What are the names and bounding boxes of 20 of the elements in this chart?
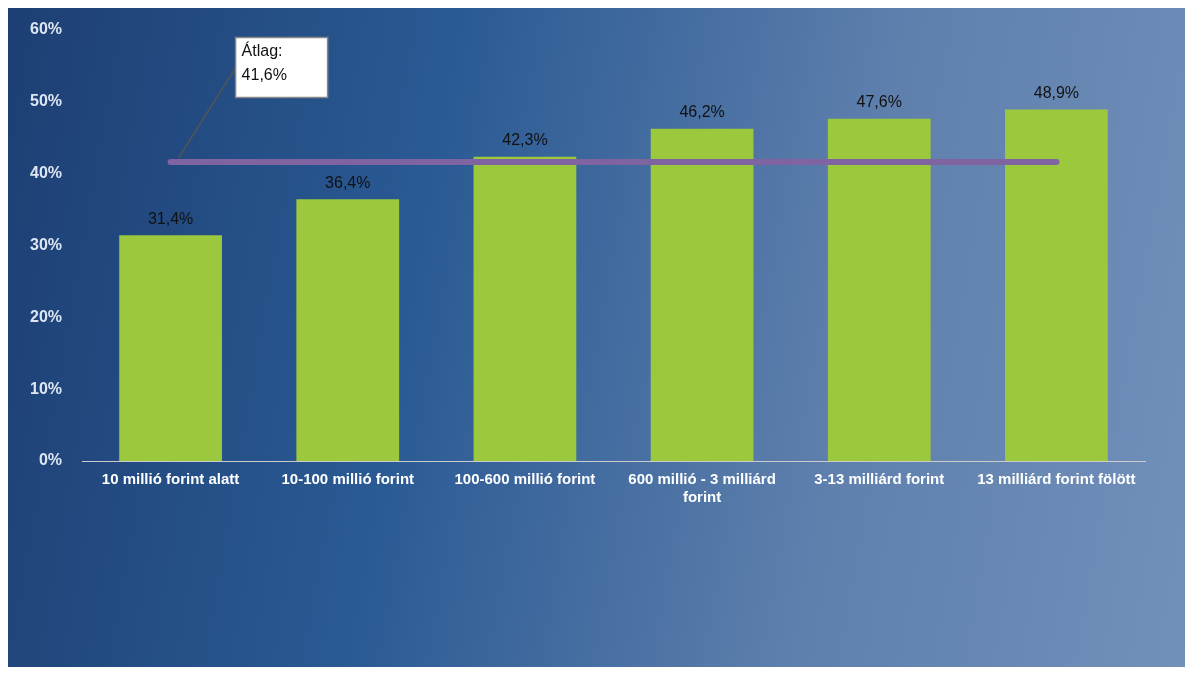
- data-label: 46,2%: [679, 103, 725, 121]
- data-label: 36,4%: [325, 173, 371, 191]
- ref-line-label: Átlag: 41,6%: [241, 41, 287, 84]
- data-label: 47,6%: [856, 93, 902, 111]
- y-tick-label: 20%: [29, 307, 63, 325]
- y-tick-label: 0%: [38, 451, 63, 469]
- y-tick-label: 50%: [29, 91, 63, 109]
- x-tick-label: 3-13 milliárd forint: [814, 470, 945, 488]
- y-tick-label: 30%: [29, 235, 63, 253]
- x-tick-label: 10-100 millió forint: [281, 470, 415, 488]
- y-tick-label: 60%: [29, 20, 63, 38]
- x-tick-label: 10 millió forint alatt: [101, 470, 240, 488]
- data-label: 31,4%: [147, 209, 194, 227]
- x-tick-label: 13 milliárd forint fölött: [977, 470, 1136, 488]
- data-label: 48,9%: [1033, 83, 1080, 101]
- y-tick-label: 10%: [29, 379, 63, 397]
- x-tick-label: 100-600 millió forint: [454, 470, 596, 488]
- data-label: 42,3%: [502, 131, 548, 149]
- x-tick-label: 600 millió - 3 milliárd forint: [628, 470, 776, 506]
- y-tick-label: 40%: [29, 163, 63, 181]
